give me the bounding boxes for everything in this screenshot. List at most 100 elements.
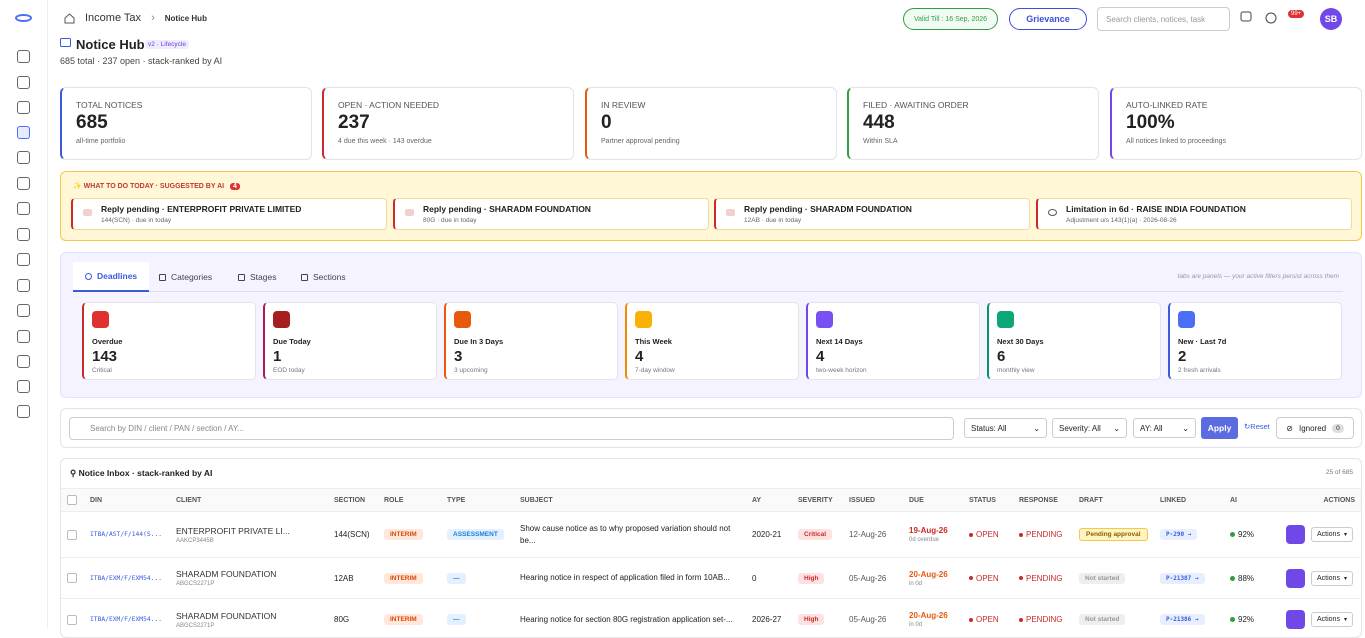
header-checkbox[interactable] — [67, 495, 77, 505]
row-checkbox[interactable] — [67, 573, 77, 583]
stat-note: all-time portfolio — [76, 138, 126, 145]
chevron: ⌄ — [1182, 423, 1189, 433]
today-item-sub: 144(SCN) · due in today — [101, 217, 172, 224]
deadline-card[interactable]: This Week 4 7-day window — [625, 302, 799, 380]
section: 12AB — [334, 573, 354, 583]
nav-icon[interactable] — [17, 279, 30, 292]
chevron: ⌄ — [1113, 423, 1120, 433]
nav-icon[interactable] — [17, 126, 30, 139]
ai-button[interactable] — [1286, 568, 1305, 588]
today-item-title: Reply pending · SHARADM FOUNDATION — [423, 204, 591, 214]
filter-search[interactable]: Search by DIN / client / PAN / section /… — [69, 417, 954, 440]
linked-cell: P-21387 → — [1160, 572, 1230, 584]
item-icon — [83, 209, 92, 216]
nav-icon[interactable] — [17, 50, 30, 63]
deadline-card[interactable]: Due Today 1 EOD today — [263, 302, 437, 380]
deadline-icon — [635, 311, 652, 328]
subject: Hearing notice for section 80G registrat… — [520, 614, 733, 624]
actions-dropdown[interactable]: Actions ▾ — [1311, 612, 1353, 627]
nav-icon[interactable] — [17, 101, 30, 114]
grievance-button[interactable]: Grievance — [1009, 8, 1087, 30]
nav-icon[interactable] — [17, 253, 30, 266]
crumb[interactable]: Income Tax — [85, 12, 142, 24]
din[interactable]: ITBA/AST/F/144(S... — [90, 531, 163, 538]
draft-badge: Not started — [1079, 614, 1126, 625]
linked-badge[interactable]: P-290 → — [1160, 529, 1198, 540]
reset-link[interactable]: ↻Reset — [1244, 422, 1270, 431]
search[interactable]: Search clients, notices, task — [1097, 7, 1230, 31]
deadline-note: 7-day window — [635, 367, 675, 374]
inbox-count: 25 of 685 — [1325, 469, 1353, 476]
stat-value: 100% — [1126, 112, 1175, 133]
row-checkbox[interactable] — [67, 614, 77, 625]
due-cell: 20-Aug-26 in 0d — [909, 570, 969, 587]
today-item[interactable]: Reply pending · SHARADM FOUNDATION 80G · … — [393, 198, 709, 230]
deadline-card[interactable]: Next 30 Days 6 monthly view — [987, 302, 1161, 380]
tab[interactable]: Sections — [289, 262, 358, 292]
table-row[interactable]: ITBA/AST/F/144(S... ENTERPROFIT PRIVATE L… — [61, 511, 1361, 557]
today-item[interactable]: Reply pending · ENTERPROFIT PRIVATE LIMI… — [71, 198, 387, 230]
deadline-label: This Week — [635, 337, 672, 346]
nav-icon[interactable] — [17, 177, 30, 190]
severity-badge: High — [798, 572, 825, 584]
tab[interactable]: Deadlines — [73, 262, 150, 292]
nav-icon[interactable] — [17, 151, 30, 164]
deadline-label: Due In 3 Days — [454, 337, 504, 346]
section: 144(SCN) — [334, 530, 370, 539]
ai-button[interactable] — [1286, 525, 1305, 544]
avatar[interactable]: SB — [1320, 8, 1342, 30]
today-item[interactable]: Limitation in 6d · RAISE INDIA FOUNDATIO… — [1036, 198, 1352, 230]
stat-note: Within SLA — [863, 138, 898, 145]
due-note: 0d overdue — [909, 537, 940, 543]
deadline-note: 2 fresh arrivals — [1178, 367, 1221, 374]
item-icon — [1048, 209, 1057, 216]
deadline-card[interactable]: Overdue 143 Critical — [82, 302, 256, 380]
nav-icon[interactable] — [17, 405, 30, 418]
nav-icon[interactable] — [17, 76, 30, 89]
column-header: SEVERITY — [798, 496, 833, 504]
linked-badge[interactable]: P-21386 → — [1160, 614, 1205, 625]
din[interactable]: ITBA/EXM/F/EXM54... — [90, 574, 163, 582]
client-name: ENTERPROFIT PRIVATE LI... — [176, 525, 290, 536]
table-row[interactable]: ITBA/EXM/F/EXM54... SHARADM FOUNDATION ABG… — [61, 557, 1361, 598]
deadline-card[interactable]: New · Last 7d 2 2 fresh arrivals — [1168, 302, 1342, 380]
response: PENDING — [1019, 615, 1079, 624]
status-filter-text: Status: All — [971, 423, 1007, 433]
nav-icon[interactable] — [17, 380, 30, 393]
severity-cell: Critical — [798, 529, 849, 540]
deadline-card[interactable]: Due In 3 Days 3 3 upcoming — [444, 302, 618, 380]
nav-icon[interactable] — [17, 228, 30, 241]
ignored-button[interactable]: ⊘ Ignored 0 — [1276, 417, 1354, 439]
severity-filter[interactable]: Severity: All ⌄ — [1052, 418, 1127, 438]
client-cell: SHARADM FOUNDATION ABGCS2271P — [176, 611, 334, 629]
deadline-note: monthly view — [997, 367, 1035, 374]
deadline-card[interactable]: Next 14 Days 4 two-week horizon — [806, 302, 980, 380]
draft-cell: Not started — [1079, 614, 1160, 625]
nav-icon[interactable] — [17, 330, 30, 343]
actions-dropdown[interactable]: Actions ▾ — [1311, 570, 1353, 586]
nav-icon[interactable] — [17, 202, 30, 215]
din[interactable]: ITBA/EXM/F/EXM54... — [90, 616, 163, 623]
due-date: 19-Aug-26 — [909, 526, 948, 535]
tab[interactable]: Categories — [147, 262, 224, 292]
column-header: DUE — [909, 496, 924, 504]
status-filter[interactable]: Status: All ⌄ — [964, 418, 1047, 438]
column-header: CLIENT — [176, 496, 202, 504]
apply-button[interactable]: Apply — [1201, 417, 1238, 439]
today-item[interactable]: Reply pending · SHARADM FOUNDATION 12AB ·… — [714, 198, 1030, 230]
version-tag: v2 · Lifecycle — [145, 40, 189, 49]
tab[interactable]: Stages — [226, 262, 288, 292]
stat-label: IN REVIEW — [601, 100, 646, 110]
actions-dropdown[interactable]: Actions ▾ — [1311, 527, 1353, 542]
ay-filter-text: AY: All — [1140, 423, 1163, 433]
ai-button[interactable] — [1286, 610, 1305, 629]
stat-label: AUTO-LINKED RATE — [1126, 100, 1208, 110]
linked-badge[interactable]: P-21387 → — [1160, 572, 1205, 584]
table-row[interactable]: ITBA/EXM/F/EXM54... SHARADM FOUNDATION ABG… — [61, 598, 1361, 637]
nav-icon[interactable] — [17, 304, 30, 317]
row-checkbox[interactable] — [67, 529, 77, 540]
ay-filter[interactable]: AY: All ⌄ — [1133, 418, 1196, 438]
deadline-label: Next 30 Days — [997, 337, 1044, 346]
sidebar — [0, 0, 48, 628]
nav-icon[interactable] — [17, 355, 30, 368]
